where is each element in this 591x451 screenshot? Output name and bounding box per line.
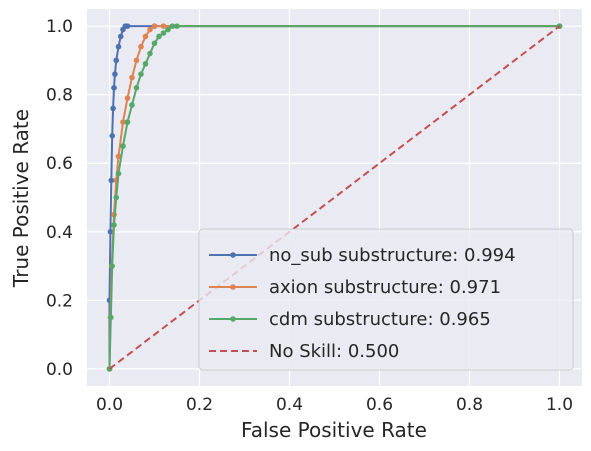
data-point	[107, 228, 114, 235]
data-point	[165, 26, 171, 33]
y-tick-label: 0.8	[46, 86, 73, 106]
data-point	[147, 26, 153, 33]
data-point	[133, 57, 140, 64]
y-tick-label: 0.6	[46, 154, 73, 174]
data-point	[120, 143, 126, 149]
data-point	[151, 40, 158, 47]
data-point	[120, 119, 126, 125]
legend-label: No Skill: 0.500	[269, 341, 399, 362]
data-point	[169, 23, 176, 29]
y-tick-label: 0.0	[46, 360, 73, 380]
legend-item: No Skill: 0.500	[209, 341, 399, 362]
data-point	[124, 119, 131, 125]
data-point	[113, 194, 120, 201]
legend-marker	[230, 316, 236, 322]
legend-box	[198, 228, 574, 371]
x-tick-label: 0.8	[456, 395, 483, 415]
x-tick-label: 1.0	[546, 395, 573, 415]
y-tick-label: 0.2	[46, 291, 73, 311]
series-2	[106, 23, 563, 372]
data-point	[124, 23, 131, 29]
data-point	[115, 43, 122, 50]
x-tick-label: 0.4	[276, 395, 303, 415]
legend-item: no_sub substructure: 0.994	[209, 245, 516, 266]
data-point	[160, 30, 167, 36]
data-point	[142, 61, 149, 67]
data-point	[138, 71, 144, 77]
data-point	[147, 50, 153, 57]
series-line	[108, 25, 561, 370]
series-3	[108, 25, 561, 370]
x-tick-label: 0.6	[366, 395, 393, 415]
x-tick-label: 0.2	[186, 395, 213, 415]
legend-item: cdm substructure: 0.965	[209, 309, 491, 330]
legend-marker	[230, 284, 236, 290]
legend-label: axion substructure: 0.971	[269, 277, 501, 298]
x-axis-label: False Positive Rate	[241, 418, 427, 442]
data-point	[108, 177, 115, 184]
data-point	[115, 170, 122, 177]
data-point	[142, 33, 149, 40]
data-point	[129, 74, 135, 81]
data-point	[129, 102, 135, 108]
data-point	[124, 95, 131, 101]
data-point	[112, 71, 118, 77]
legend-label: cdm substructure: 0.965	[269, 309, 491, 330]
data-point	[151, 23, 158, 29]
data-point	[156, 33, 162, 40]
grid	[87, 9, 582, 386]
data-point	[110, 105, 116, 112]
data-point	[113, 57, 120, 64]
tick-labels: 0.0 0.2 0.4 0.6 0.8 1.0 0.0 0.2 0.4 0.6 0.8 1.0	[46, 17, 573, 415]
data-point	[109, 133, 115, 139]
y-tick-label: 0.4	[46, 223, 73, 243]
data-point	[138, 43, 144, 50]
series-layer	[106, 23, 563, 372]
legend-item: axion substructure: 0.971	[209, 277, 501, 298]
data-point	[108, 314, 114, 321]
data-point	[174, 23, 180, 29]
data-point	[115, 153, 122, 160]
legend: no_sub substructure: 0.994 axion substruc…	[198, 228, 574, 371]
y-axis-label: True Positive Rate	[9, 109, 33, 288]
data-point	[133, 85, 140, 91]
legend-marker	[230, 252, 236, 258]
x-tick-label: 0.0	[96, 395, 123, 415]
data-point	[117, 33, 124, 40]
data-point	[160, 23, 167, 29]
data-point	[111, 222, 117, 228]
y-tick-label: 1.0	[46, 17, 73, 37]
data-point	[109, 263, 115, 269]
data-point	[111, 85, 117, 91]
legend-label: no_sub substructure: 0.994	[269, 245, 516, 266]
